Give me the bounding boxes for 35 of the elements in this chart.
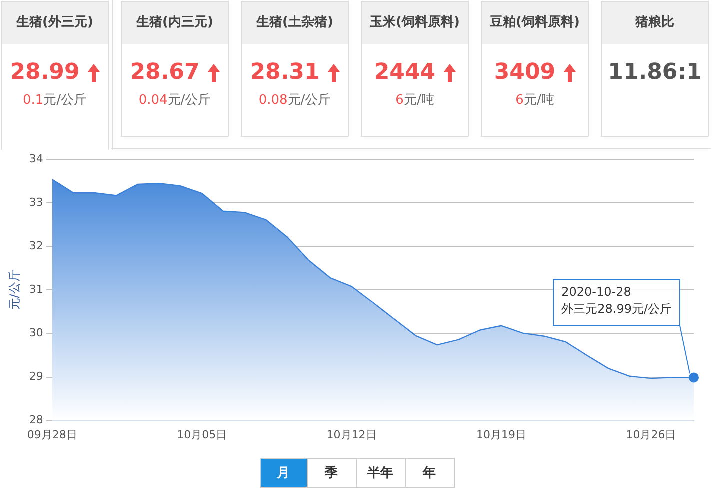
text: 0.08元/公斤	[258, 93, 332, 108]
y-tick-label: 30	[29, 326, 44, 340]
y-axis-title: 元/公斤	[7, 270, 22, 310]
text: 年	[404, 458, 454, 488]
text: 半年	[356, 458, 406, 488]
text: 28.31	[250, 60, 320, 85]
x-tick-label: 09月28日	[27, 428, 78, 442]
text: 6元/吨	[516, 93, 554, 108]
y-tick-label: 28	[29, 414, 44, 427]
y-tick-label: 33	[29, 196, 44, 209]
text: 0.1元/公斤	[22, 93, 88, 108]
x-tick-label: 10月12日	[326, 428, 377, 442]
category-label: 生猪(土杂猪)	[242, 2, 348, 44]
category-label: 生猪(内三元)	[122, 2, 228, 44]
text: 3409	[494, 60, 556, 85]
category-label: 玉米(饲料原料)	[362, 2, 468, 44]
y-tick-label: 34	[29, 152, 44, 166]
y-tick-label: 29	[29, 370, 44, 384]
x-tick-label: 10月26日	[626, 428, 676, 442]
annotation: 2020-10-28 外三元28.99元/公斤	[562, 284, 672, 316]
text: 28.99	[10, 60, 80, 85]
y-tick-label: 31	[29, 283, 44, 296]
text: 月	[260, 458, 308, 488]
text: 2444	[374, 60, 436, 85]
y-tick-label: 32	[29, 240, 44, 253]
category-label: 生猪(外三元)	[2, 2, 108, 44]
text: 0.04元/公斤	[138, 93, 212, 108]
text: 28.67	[130, 60, 200, 85]
text: 季	[306, 458, 356, 488]
category-label: 猪粮比	[602, 2, 708, 44]
category-label: 豆粕(饲料原料)	[482, 2, 588, 44]
x-tick-label: 10月05日	[177, 428, 228, 442]
text: 11.86:1	[608, 60, 702, 85]
text: 6元/吨	[396, 93, 434, 108]
x-tick-label: 10月19日	[476, 428, 527, 442]
